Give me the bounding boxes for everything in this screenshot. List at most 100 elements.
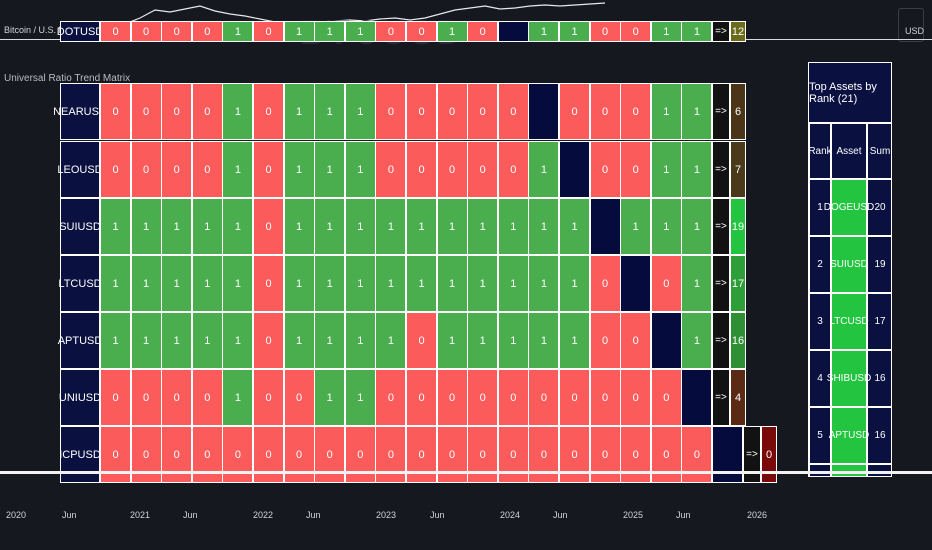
matrix-cell: 1 [650, 83, 682, 140]
matrix-cell: 1 [161, 255, 193, 312]
rank-table-rank: 3 [809, 293, 831, 350]
matrix-cell: 0 [650, 255, 682, 312]
time-axis-label: Jun [553, 510, 568, 520]
matrix-cell: 0 [406, 369, 437, 426]
matrix-cell: 1 [130, 312, 162, 369]
row-label-icpusd: ICPUSD [59, 426, 101, 483]
matrix-cell: 0 [681, 426, 713, 483]
matrix-cell [528, 83, 560, 140]
matrix-cell: 0 [283, 369, 315, 426]
row-sum: 4 [730, 369, 746, 426]
matrix-cell-diagonal [712, 426, 743, 483]
arrow-marker: => [743, 426, 761, 483]
matrix-cell: 1 [681, 141, 713, 198]
time-axis-label: 2022 [253, 510, 274, 520]
matrix-cell: 1 [283, 255, 315, 312]
matrix-cell: 1 [344, 21, 376, 42]
matrix-cell: 0 [589, 21, 621, 42]
matrix-cell: 0 [406, 426, 437, 483]
matrix-cell: 0 [283, 426, 315, 483]
time-axis-label: Jun [430, 510, 445, 520]
matrix-cell: 0 [130, 426, 162, 483]
row-label-nearusd: NEARUSD [53, 83, 107, 140]
matrix-cell: 0 [161, 369, 193, 426]
matrix-cell: 1 [314, 369, 346, 426]
matrix-cell: 0 [436, 141, 468, 198]
matrix-cell: 0 [436, 369, 468, 426]
matrix-cell: 1 [620, 198, 652, 255]
matrix-cell: 1 [100, 198, 131, 255]
matrix-cell: 1 [344, 312, 376, 369]
matrix-cell: 1 [283, 141, 315, 198]
rank-table-asset: SUIUSD [830, 236, 868, 293]
matrix-cell: 0 [130, 83, 162, 140]
matrix-cell: 1 [375, 198, 407, 255]
matrix-cell: 0 [620, 83, 652, 140]
arrow-marker: => [712, 369, 730, 426]
matrix-cell: 1 [528, 141, 560, 198]
matrix-cell: 1 [191, 255, 223, 312]
time-axis[interactable]: 2020 Jun 2021 Jun 2022 Jun 2023 Jun 2024 Jun 2025 J… [0, 510, 932, 530]
matrix-cell: 0 [497, 83, 529, 140]
row-sum: 19 [730, 198, 746, 255]
matrix-cell: 0 [253, 369, 284, 426]
matrix-cell: 0 [436, 83, 468, 140]
matrix-cell: 0 [467, 83, 499, 140]
matrix-cell: 1 [559, 198, 590, 255]
matrix-cell: 0 [130, 369, 162, 426]
indicator-title[interactable]: Universal Ratio Trend Matrix [4, 73, 131, 84]
matrix-cell: 1 [222, 141, 254, 198]
matrix-cell: 0 [100, 426, 131, 483]
matrix-cell: 1 [130, 255, 162, 312]
rank-table-sum: 15 [867, 464, 891, 476]
matrix-cell: 0 [589, 426, 621, 483]
matrix-cell: 1 [681, 312, 713, 369]
matrix-cell: 1 [528, 312, 560, 369]
matrix-cell: 1 [222, 255, 254, 312]
matrix-cell: 1 [344, 369, 376, 426]
matrix-cell: 1 [436, 198, 468, 255]
row-label-uniusd: UNIUSD [59, 369, 101, 426]
matrix-cell: 1 [436, 21, 468, 42]
matrix-cell: 0 [100, 21, 131, 42]
matrix-cell: 1 [283, 83, 315, 140]
matrix-cell: 0 [253, 426, 284, 483]
matrix-cell: 1 [314, 255, 346, 312]
matrix-cell: 1 [314, 198, 346, 255]
matrix-cell: 0 [191, 141, 223, 198]
matrix-cell: 0 [436, 426, 468, 483]
matrix-cell: 1 [161, 312, 193, 369]
matrix-cell [589, 198, 621, 255]
currency-label[interactable]: USD [904, 26, 924, 36]
matrix-cell: 0 [253, 21, 284, 42]
matrix-cell: 1 [467, 312, 499, 369]
matrix-cell: 0 [528, 369, 560, 426]
matrix-cell: 1 [222, 312, 254, 369]
matrix-cell [650, 312, 682, 369]
matrix-cell: 1 [222, 198, 254, 255]
row-label-ltcusd: LTCUSD [58, 255, 102, 312]
matrix-cell: 0 [467, 369, 499, 426]
currency-box[interactable] [898, 8, 924, 42]
matrix-cell: 1 [375, 255, 407, 312]
matrix-cell: 1 [559, 21, 590, 42]
matrix-cell: 0 [161, 83, 193, 140]
matrix-cell: 1 [528, 21, 560, 42]
matrix-cell: 1 [406, 255, 437, 312]
time-axis-label: Jun [306, 510, 321, 520]
time-axis-label: 2026 [747, 510, 768, 520]
matrix-cell: 1 [314, 83, 346, 140]
rank-table-rank: 2 [809, 236, 831, 293]
matrix-cell: 1 [681, 198, 713, 255]
row-sum: 12 [730, 21, 746, 42]
matrix-cell: 0 [344, 426, 376, 483]
matrix-cell: 0 [161, 426, 193, 483]
row-sum: 6 [730, 83, 746, 140]
rank-table-sum: 16 [867, 407, 891, 464]
matrix-cell: 0 [314, 426, 346, 483]
matrix-cell: 1 [344, 83, 376, 140]
rank-table-rank: 6 [809, 464, 831, 476]
rank-table-rank: 1 [809, 179, 831, 236]
matrix-cell: 1 [559, 312, 590, 369]
matrix-cell: 0 [650, 369, 682, 426]
